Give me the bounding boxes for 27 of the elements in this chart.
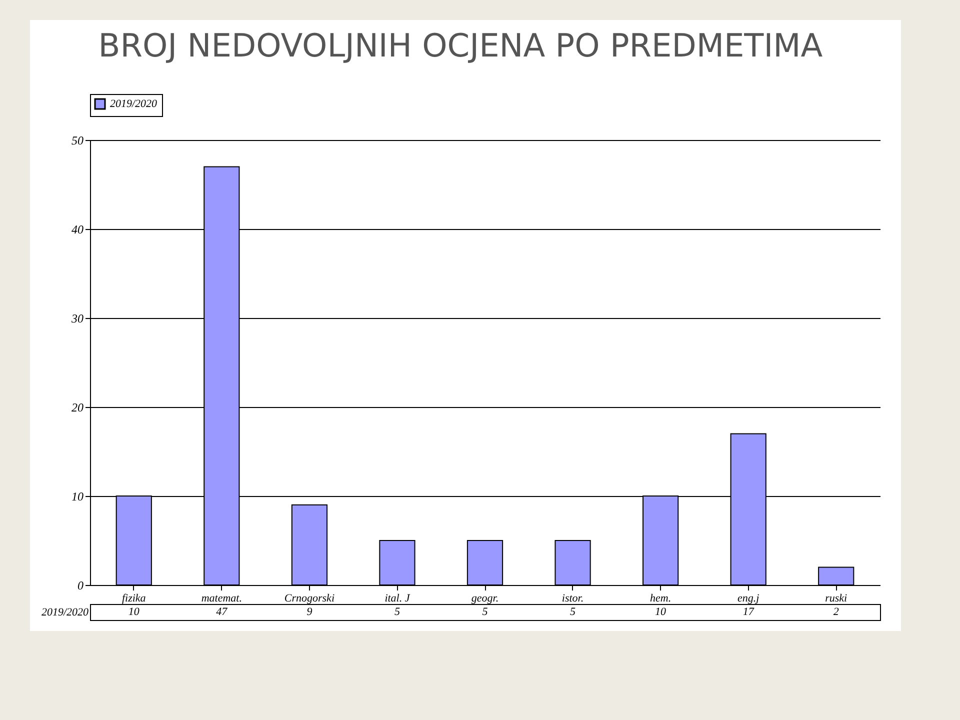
data-label: 17 — [742, 606, 754, 618]
y-tick-label: 0 — [78, 578, 84, 592]
x-tick-label: fizika — [122, 592, 146, 604]
x-tick-label: istor. — [562, 592, 584, 604]
x-tick-label: Crnogorski — [284, 592, 335, 604]
y-tick-label: 10 — [72, 490, 84, 504]
data-label: 5 — [482, 606, 488, 618]
data-label: 10 — [655, 606, 667, 618]
data-label: 9 — [306, 606, 313, 618]
x-tick-label: matemat. — [201, 592, 242, 604]
y-tick-label: 20 — [72, 400, 84, 414]
x-tick-label: ruski — [825, 592, 848, 604]
text: 2019/2020 — [41, 606, 88, 618]
data-label: 47 — [216, 606, 228, 618]
y-tick-label: 30 — [70, 312, 84, 326]
data-label: 2 — [833, 606, 840, 618]
x-tick-label: geogr. — [471, 592, 499, 604]
data-label: 5 — [570, 606, 576, 618]
chart-title: BROJ NEDOVOLJNIH OCJENA PO PREDMETIMA — [98, 26, 823, 64]
data-label: 10 — [128, 606, 140, 618]
x-tick-label: eng.j — [737, 592, 760, 604]
x-tick-label: ital. J — [384, 592, 411, 604]
x-tick-label: hem. — [650, 592, 672, 604]
y-tick-label: 50 — [72, 134, 84, 148]
data-label: 5 — [394, 606, 400, 618]
y-tick-label: 40 — [72, 222, 84, 236]
legend-label: 2019/2020 — [110, 98, 158, 110]
